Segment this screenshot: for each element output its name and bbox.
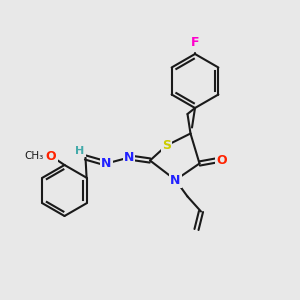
- Text: F: F: [191, 35, 199, 49]
- Text: CH₃: CH₃: [24, 151, 44, 161]
- Text: H: H: [76, 146, 85, 156]
- Text: N: N: [170, 173, 181, 187]
- Text: N: N: [101, 157, 112, 170]
- Text: O: O: [46, 149, 56, 163]
- Text: O: O: [216, 154, 227, 167]
- Text: S: S: [162, 139, 171, 152]
- Text: N: N: [124, 151, 134, 164]
